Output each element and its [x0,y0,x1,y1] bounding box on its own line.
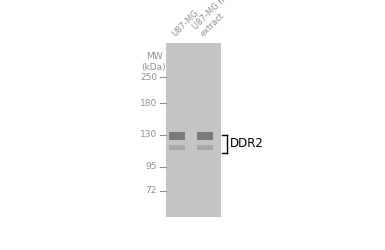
Text: 180: 180 [140,99,157,108]
Bar [169,145,185,150]
Text: 95: 95 [146,162,157,171]
Text: U87-MG membrane
extract: U87-MG membrane extract [191,0,263,39]
Text: DDR2: DDR2 [229,137,263,150]
Bar [166,44,221,217]
Bar [197,145,213,150]
Text: 72: 72 [146,186,157,195]
Text: U87-MG: U87-MG [171,8,201,39]
Bar [197,132,213,140]
Text: MW
(kDa): MW (kDa) [142,52,166,72]
Bar [169,132,185,140]
Text: 250: 250 [140,73,157,82]
Text: 130: 130 [140,130,157,140]
